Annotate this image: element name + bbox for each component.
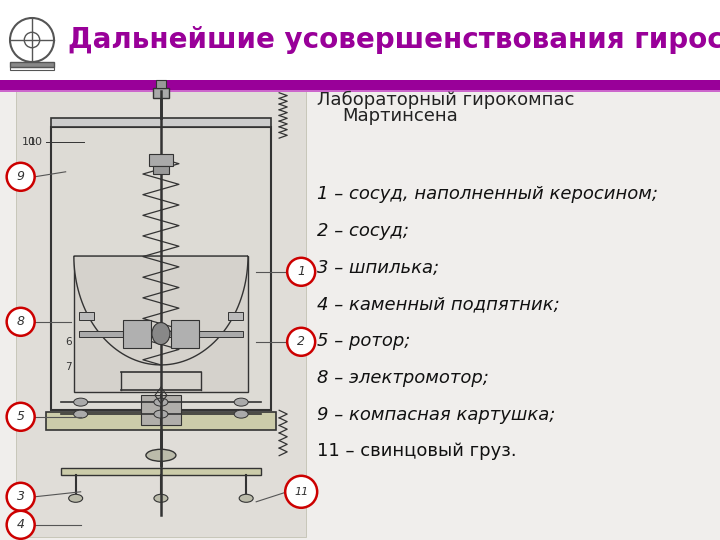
- Text: 7: 7: [66, 362, 72, 372]
- Circle shape: [6, 163, 35, 191]
- Text: 10: 10: [29, 137, 42, 147]
- Bar: [123, 320, 151, 348]
- Bar: [171, 320, 199, 348]
- Text: 8: 8: [17, 315, 24, 328]
- Bar: [153, 88, 169, 98]
- Text: 1 – сосуд, наполненный керосином;: 1 – сосуд, наполненный керосином;: [317, 185, 658, 204]
- Bar: [74, 256, 248, 392]
- Bar: [10, 62, 54, 67]
- Bar: [50, 118, 271, 127]
- Ellipse shape: [234, 398, 248, 406]
- Bar: [0, 0, 720, 80]
- Circle shape: [6, 511, 35, 539]
- Text: Мартинсена: Мартинсена: [342, 107, 457, 125]
- Circle shape: [6, 308, 35, 336]
- Bar: [16, 84, 306, 537]
- Bar: [79, 330, 243, 336]
- Text: 8 – электромотор;: 8 – электромотор;: [317, 369, 489, 387]
- Text: Дальнейшие усовершенствования гироскопа Фуко: Дальнейшие усовершенствования гироскопа …: [68, 26, 720, 54]
- Text: 4: 4: [17, 518, 24, 531]
- Ellipse shape: [73, 398, 88, 406]
- Ellipse shape: [152, 322, 170, 345]
- Text: 11 – свинцовый груз.: 11 – свинцовый груз.: [317, 442, 516, 461]
- Circle shape: [6, 483, 35, 511]
- Text: Лабораторный гирокомпас: Лабораторный гирокомпас: [317, 91, 574, 109]
- Bar: [141, 395, 181, 425]
- Text: 3: 3: [17, 490, 24, 503]
- Text: 5: 5: [17, 410, 24, 423]
- Text: 6: 6: [66, 337, 72, 347]
- Circle shape: [287, 328, 315, 356]
- Text: 9 – компасная картушка;: 9 – компасная картушка;: [317, 406, 555, 424]
- Text: 2: 2: [297, 335, 305, 348]
- Polygon shape: [74, 256, 248, 365]
- Bar: [50, 127, 271, 410]
- Text: 9: 9: [17, 170, 24, 183]
- Text: 10: 10: [22, 137, 36, 147]
- Text: 3 – шпилька;: 3 – шпилька;: [317, 259, 439, 277]
- Ellipse shape: [68, 494, 83, 502]
- Bar: [60, 468, 261, 475]
- Bar: [45, 413, 276, 430]
- Text: 4 – каменный подпятник;: 4 – каменный подпятник;: [317, 295, 559, 314]
- Bar: [0, 80, 720, 90]
- Ellipse shape: [154, 410, 168, 418]
- Ellipse shape: [154, 398, 168, 406]
- Ellipse shape: [146, 449, 176, 461]
- Bar: [228, 312, 243, 320]
- Circle shape: [285, 476, 318, 508]
- Text: 5 – ротор;: 5 – ротор;: [317, 332, 410, 350]
- Bar: [153, 166, 169, 174]
- Circle shape: [287, 258, 315, 286]
- Bar: [0, 90, 720, 92]
- Circle shape: [6, 403, 35, 431]
- Ellipse shape: [154, 494, 168, 502]
- Text: 2 – сосуд;: 2 – сосуд;: [317, 222, 409, 240]
- Ellipse shape: [73, 410, 88, 418]
- Bar: [156, 80, 166, 88]
- Bar: [0, 92, 720, 540]
- Bar: [149, 154, 173, 166]
- Bar: [79, 312, 94, 320]
- Ellipse shape: [239, 494, 253, 502]
- Text: 11: 11: [294, 487, 308, 497]
- Bar: [10, 67, 54, 70]
- Text: 1: 1: [297, 265, 305, 278]
- Ellipse shape: [234, 410, 248, 418]
